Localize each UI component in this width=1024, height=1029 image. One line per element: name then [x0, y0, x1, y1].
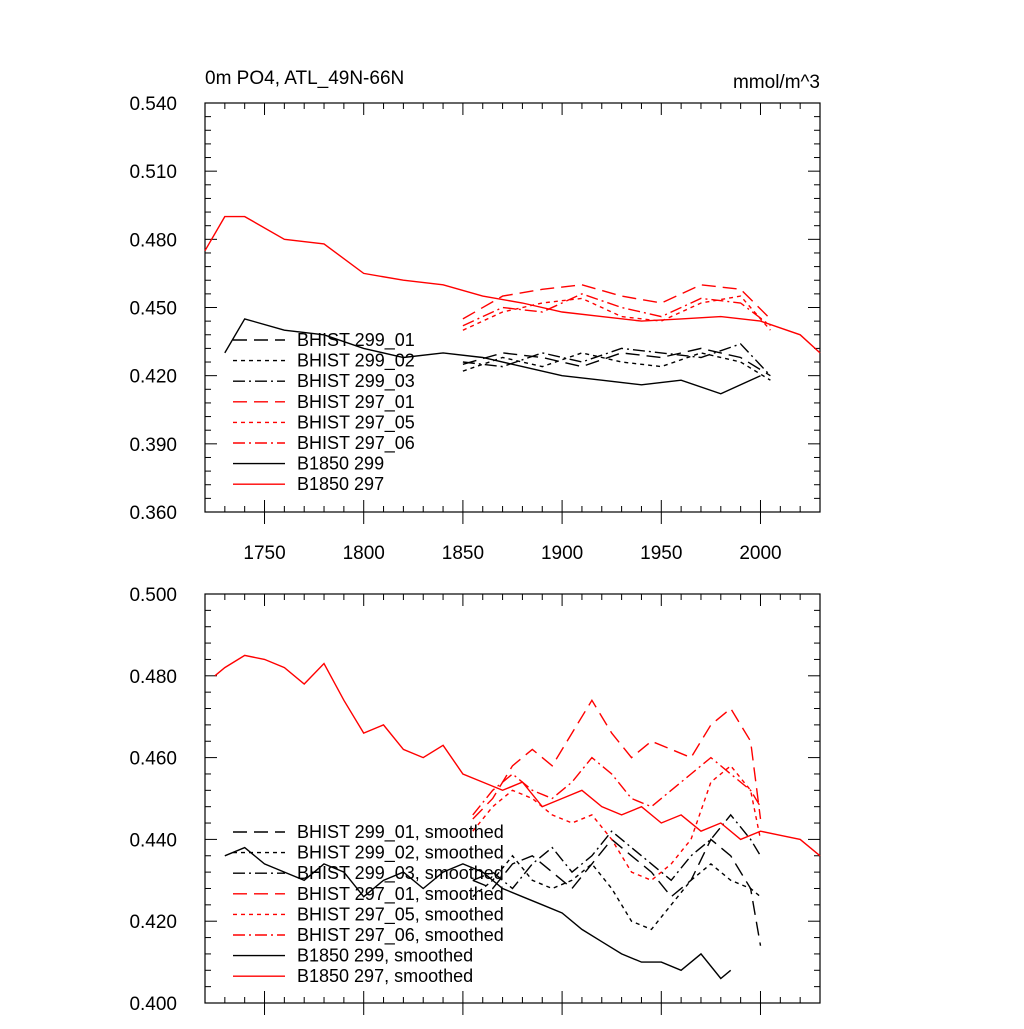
series-line-7 — [214, 654, 821, 857]
series-line-1 — [462, 352, 771, 381]
legend-label: BHIST 299_03, smoothed — [297, 863, 504, 884]
y-tick-label: 0.540 — [129, 94, 177, 115]
bottom-panel: 0.400 0.420 0.440 0.460 0.480 0.500 BHIST 299_… — [129, 585, 821, 1015]
legend-label: BHIST 297_05 — [297, 412, 415, 433]
legend-label: BHIST 299_01, smoothed — [297, 822, 504, 843]
chart-units-label: mmol/m^3 — [733, 72, 820, 93]
series-line-6 — [224, 846, 732, 980]
y-tick-label: 0.480 — [129, 230, 177, 251]
series-line-5 — [472, 756, 762, 816]
x-tick-label: 1750 — [243, 543, 285, 564]
series-line-4 — [462, 295, 771, 331]
x-tick-label: 1900 — [541, 543, 583, 564]
legend-label: BHIST 299_03 — [297, 371, 415, 392]
legend-label: B1850 297, smoothed — [297, 966, 473, 986]
legend-label: B1850 299, smoothed — [297, 946, 473, 966]
plot-frame — [204, 593, 821, 1004]
legend-label: BHIST 297_05, smoothed — [297, 904, 504, 925]
x-tick-label: 1800 — [343, 543, 385, 564]
series-line-4 — [472, 764, 762, 882]
series-line-6 — [224, 318, 761, 395]
series-line-2 — [472, 813, 762, 890]
series-line-3 — [472, 698, 762, 820]
x-tick-label: 1950 — [640, 543, 682, 564]
y-tick-label: 0.440 — [129, 830, 177, 851]
series-line-1 — [472, 854, 761, 931]
legend-label: BHIST 299_02, smoothed — [297, 843, 504, 864]
x-tick-label: 2000 — [739, 543, 781, 564]
legend-label: BHIST 299_02 — [297, 351, 415, 372]
y-tick-label: 0.480 — [129, 667, 177, 688]
series-line-0 — [462, 347, 771, 377]
chart-title: 0m PO4, ATL_49N-66N — [205, 68, 404, 89]
top-panel: 0m PO4, ATL_49N-66N mmol/m^3 0.360 0.390 0… — [129, 68, 821, 564]
series-line-2 — [462, 343, 771, 377]
y-tick-label: 0.420 — [129, 367, 177, 388]
legend-label: BHIST 299_01 — [297, 330, 415, 351]
legend-label: BHIST 297_06 — [297, 433, 415, 454]
series-line-0 — [472, 838, 762, 946]
series-line-7 — [204, 215, 821, 354]
y-tick-label: 0.510 — [129, 162, 177, 183]
y-tick-label: 0.360 — [129, 503, 177, 524]
series-line-3 — [462, 284, 771, 320]
legend-label: B1850 299 — [297, 454, 384, 474]
y-tick-label: 0.400 — [129, 994, 177, 1015]
legend-label: BHIST 297_01, smoothed — [297, 884, 504, 905]
x-tick-label: 1850 — [442, 543, 484, 564]
y-tick-label: 0.390 — [129, 435, 177, 456]
y-tick-label: 0.460 — [129, 749, 177, 770]
y-tick-label: 0.420 — [129, 912, 177, 933]
y-tick-label: 0.450 — [129, 299, 177, 320]
legend-label: BHIST 297_06, smoothed — [297, 925, 504, 946]
legend-label: BHIST 297_01 — [297, 392, 415, 413]
legend-label: B1850 297 — [297, 474, 384, 494]
series-line-5 — [462, 293, 771, 327]
y-tick-label: 0.500 — [129, 585, 177, 606]
